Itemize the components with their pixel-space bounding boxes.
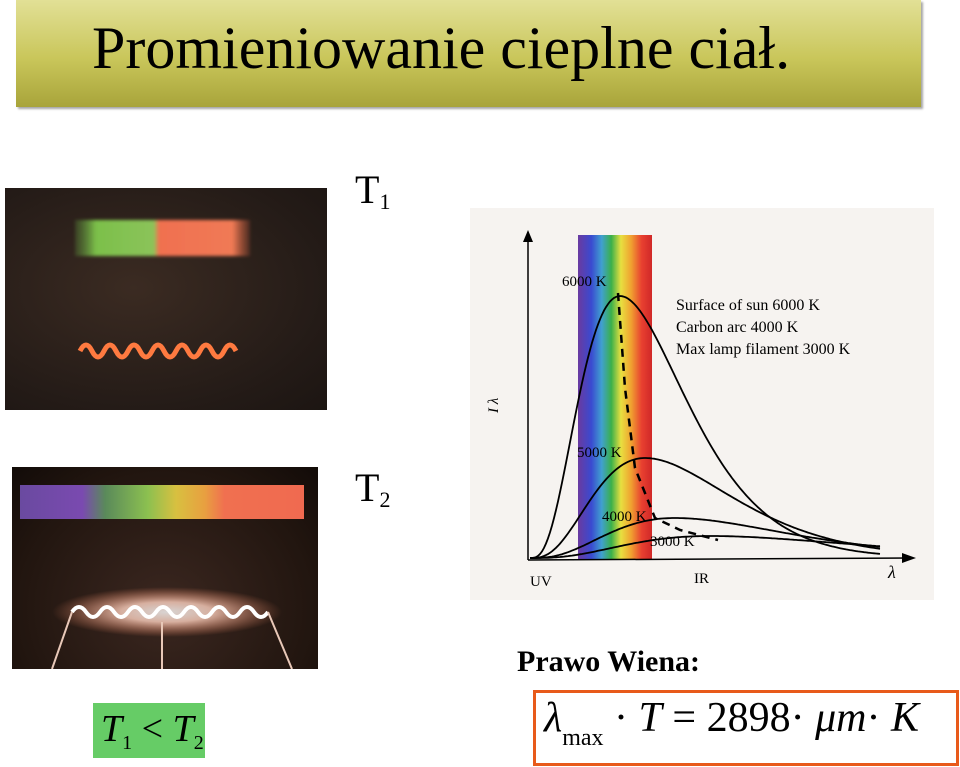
formula-sub-max: max [562, 725, 604, 751]
legend-item-3: Max lamp filament 3000 K [676, 341, 851, 358]
wien-formula-box: λmax · T = 2898· μm· K [533, 690, 959, 766]
ineq-op: < [141, 708, 164, 750]
wien-formula: λmax · T = 2898· μm· K [544, 697, 919, 750]
blackbody-chart: 6000 K 5000 K 4000 K 3000 K Surface of s… [470, 208, 934, 600]
visible-spectrum-band [578, 235, 652, 560]
wien-law-label: Prawo Wiena: [517, 645, 701, 678]
ir-label: IR [694, 571, 709, 587]
photo-t2-wires [51, 611, 293, 669]
curve-6000k [530, 295, 881, 559]
t2-label-sub: 2 [379, 487, 391, 512]
temperature-inequality: T1 < T2 [101, 710, 204, 753]
curve-4000k [530, 517, 881, 559]
formula-unit-um: μm [815, 695, 867, 741]
y-axis-arrow [523, 230, 533, 242]
formula-eq: = [672, 695, 697, 741]
photo-t2-drawing [20, 485, 304, 669]
curves [530, 295, 881, 559]
t2-label-base: T [355, 465, 380, 510]
photo-t1-drawing [75, 220, 250, 360]
series-label-5000k: 5000 K [577, 445, 622, 461]
ineq-right: T [172, 708, 194, 750]
blackbody-chart-svg: 6000 K 5000 K 4000 K 3000 K Surface of s… [486, 230, 916, 590]
ineq-right-sub: 2 [193, 732, 204, 754]
photo-t2-spectrum-lamp [12, 467, 318, 669]
ineq-left-sub: 1 [122, 732, 133, 754]
x-axis-arrow [902, 553, 916, 563]
series-label-3000k: 3000 K [650, 534, 695, 550]
formula-dot-2: · [790, 695, 805, 741]
formula-dot-1: · [614, 695, 629, 741]
t1-label: T1 [355, 170, 390, 213]
photo-t2-spectrum-band [20, 485, 304, 519]
slide-title: Promieniowanie cieplne ciał. [92, 15, 791, 81]
y-axis-label: I λ [486, 397, 502, 414]
uv-label: UV [530, 574, 552, 590]
formula-unit-k: K [891, 695, 920, 741]
legend-item-2: Carbon arc 4000 K [676, 319, 799, 336]
formula-value: 2898 [706, 695, 791, 741]
series-label-4000k: 4000 K [602, 509, 647, 525]
photo-t1-spectrum-coil [5, 188, 327, 410]
t1-label-base: T [355, 167, 380, 212]
t1-label-sub: 1 [379, 189, 391, 214]
title-bar: Promieniowanie cieplne ciał. [16, 0, 921, 107]
curve-5000k [530, 457, 881, 559]
formula-dot-3: · [866, 695, 881, 741]
photo-t2-filament [70, 605, 270, 619]
temperature-inequality-box: T1 < T2 [93, 703, 205, 758]
x-axis-label: λ [887, 562, 896, 582]
wien-dashed-line [616, 292, 719, 542]
formula-lambda: λ [544, 695, 563, 741]
x-axis [527, 557, 911, 561]
legend-item-1: Surface of sun 6000 K [676, 297, 820, 314]
formula-t: T [638, 695, 662, 741]
series-label-6000k: 6000 K [562, 274, 607, 290]
photo-t1-coil [77, 342, 239, 360]
ineq-left: T [101, 708, 123, 750]
photo-t2-glow [52, 587, 282, 637]
t2-label: T2 [355, 468, 390, 511]
photo-t1-spectrum-band [75, 220, 250, 256]
